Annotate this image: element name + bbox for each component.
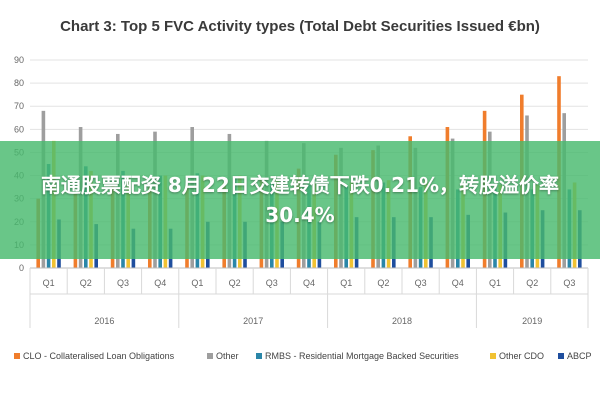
- x-tick-label: Q1: [489, 278, 501, 288]
- year-label: 2018: [392, 316, 412, 326]
- legend-swatch: [14, 353, 20, 359]
- y-tick-label: 0: [19, 263, 24, 273]
- x-tick-label: Q3: [266, 278, 278, 288]
- legend-swatch: [256, 353, 262, 359]
- legend-swatch: [207, 353, 213, 359]
- x-tick-label: Q2: [80, 278, 92, 288]
- year-label: 2019: [522, 316, 542, 326]
- legend: CLO - Collateralised Loan Obligations Oth…: [14, 351, 592, 361]
- year-label: 2017: [243, 316, 263, 326]
- y-tick-label: 70: [14, 101, 24, 111]
- x-tick-label: Q1: [43, 278, 55, 288]
- legend-label: CLO - Collateralised Loan Obligations: [23, 351, 175, 361]
- x-tick-label: Q4: [452, 278, 464, 288]
- x-tick-label: Q4: [303, 278, 315, 288]
- x-tick-label: Q3: [415, 278, 427, 288]
- legend-label: Other CDO: [499, 351, 544, 361]
- x-tick-label: Q1: [191, 278, 203, 288]
- legend-swatch: [558, 353, 564, 359]
- legend-swatch: [490, 353, 496, 359]
- y-tick-label: 90: [14, 55, 24, 65]
- x-tick-label: Q2: [526, 278, 538, 288]
- x-axis: Q1 Q2 Q3 Q4 Q1 Q2 Q3 Q4 Q1 Q2 Q3 Q4 Q1 Q2 Q3 2016 2017 20…: [29, 267, 589, 328]
- x-tick-label: Q2: [377, 278, 389, 288]
- x-tick-label: Q4: [154, 278, 166, 288]
- legend-label: RMBS - Residential Mortgage Backed Secur…: [265, 351, 459, 361]
- y-tick-label: 60: [14, 124, 24, 134]
- x-tick-label: Q2: [229, 278, 241, 288]
- chart-title: Chart 3: Top 5 FVC Activity types (Total…: [60, 18, 540, 35]
- x-tick-label: Q1: [340, 278, 352, 288]
- year-label: 2016: [94, 316, 114, 326]
- headline-banner: 南通股票配资 8月22日交建转债下跌0.21%，转股溢价率30.4%: [0, 141, 600, 259]
- legend-label: ABCP: [567, 351, 592, 361]
- y-tick-label: 80: [14, 78, 24, 88]
- headline-text: 南通股票配资 8月22日交建转债下跌0.21%，转股溢价率30.4%: [40, 173, 560, 227]
- x-tick-label: Q3: [117, 278, 129, 288]
- legend-label: Other: [216, 351, 239, 361]
- x-tick-label: Q3: [563, 278, 575, 288]
